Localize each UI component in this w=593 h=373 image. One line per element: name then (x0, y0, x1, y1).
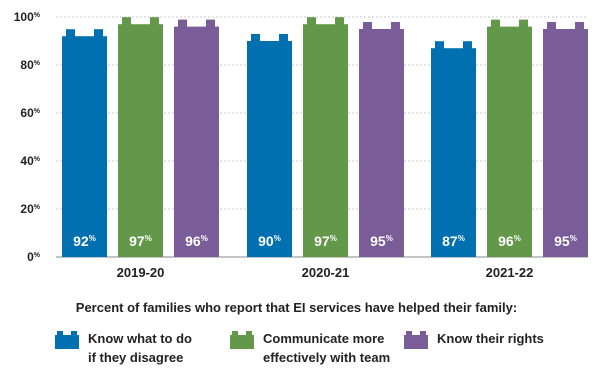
y-tick-label: 40% (20, 154, 40, 168)
legend: Know what to do if they disagree Communic… (0, 329, 593, 373)
bar: 95% (359, 22, 404, 257)
data-label: 87% (442, 233, 465, 249)
bar: 87% (431, 41, 476, 258)
bar-stud (519, 19, 528, 28)
data-label: 95% (370, 233, 393, 249)
bar-stud (491, 19, 500, 28)
bar-stud (94, 29, 103, 38)
legend-label: Know what to do if they disagree (88, 331, 192, 365)
x-category-label: 2021-22 (486, 265, 534, 280)
bar-stud (547, 22, 556, 30)
bar: 95% (543, 22, 588, 257)
legend-swatch (230, 331, 254, 349)
data-label: 97% (129, 233, 152, 249)
bar-stud (279, 34, 288, 42)
y-tick-label: 100% (14, 10, 41, 24)
bar-stud (435, 41, 444, 50)
bar-stud (150, 17, 159, 26)
bar-body (247, 41, 292, 257)
x-axis-categories: 2019-20 2020-21 2021-22 (117, 265, 534, 280)
bar-stud (335, 17, 344, 26)
bar-body (174, 26, 219, 257)
bar: 90% (247, 34, 292, 257)
bar-stud (122, 17, 131, 26)
data-label: 90% (258, 233, 281, 249)
bar-stud (391, 22, 400, 30)
bar: 97% (303, 17, 348, 258)
data-label: 96% (498, 233, 521, 249)
bar-body (62, 36, 107, 258)
bar-stud (66, 29, 75, 38)
bar: 92% (62, 29, 107, 258)
bar-body (303, 24, 348, 258)
x-category-label: 2020-21 (302, 265, 350, 280)
chart-caption: Percent of families who report that EI s… (75, 300, 518, 315)
bar-stud (463, 41, 472, 50)
legend-label: Communicate more effectively with team (263, 331, 391, 365)
bar-body (543, 29, 588, 257)
bar-stud (206, 19, 215, 28)
bar-stud (363, 22, 372, 30)
legend-swatch (55, 331, 79, 349)
y-tick-label: 20% (20, 202, 40, 216)
y-tick-label: 60% (20, 106, 40, 120)
bar-stud (575, 22, 584, 30)
bar: 97% (118, 17, 163, 258)
bar: 96% (487, 19, 532, 257)
bar: 96% (174, 19, 219, 257)
bar-stud (178, 19, 187, 28)
bar-stud (307, 17, 316, 26)
bar-body (487, 26, 532, 257)
data-label: 92% (73, 233, 96, 249)
bar-body (431, 48, 476, 258)
data-label: 97% (314, 233, 337, 249)
legend-swatch (404, 331, 428, 349)
y-tick-label: 80% (20, 58, 40, 72)
x-category-label: 2019-20 (117, 265, 165, 280)
bars: 92% 97% 96% 90% 97% 95% 87% 96% 95% (62, 17, 588, 258)
data-label: 95% (554, 233, 577, 249)
legend-label: Know their rights (437, 331, 544, 346)
y-tick-label: 0% (27, 250, 41, 264)
y-axis-ticks: 0% 20% 40% 60% 80% 100% (14, 10, 41, 264)
bar-chart: 0% 20% 40% 60% 80% 100% 92% 97% 96% 90% 97% 95% 87%… (14, 10, 588, 280)
bar-body (118, 24, 163, 258)
data-label: 96% (185, 233, 208, 249)
bar-body (359, 29, 404, 257)
bar-stud (251, 34, 260, 42)
